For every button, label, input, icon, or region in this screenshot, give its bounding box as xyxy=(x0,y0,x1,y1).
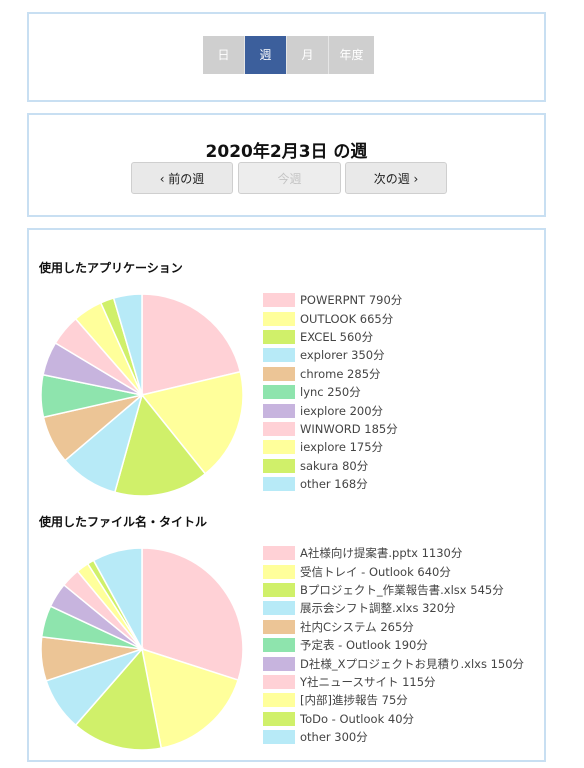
legend-item: 社内Cシステム 265分 xyxy=(263,618,524,636)
legend-item: iexplore 200分 xyxy=(263,401,402,419)
legend-swatch xyxy=(263,582,295,597)
tab-week[interactable]: 週 xyxy=(245,36,287,74)
legend-label: 展示会シフト調整.xlxs 320分 xyxy=(300,601,456,616)
legend-swatch xyxy=(263,477,295,492)
apps-pie-chart xyxy=(40,293,244,497)
legend-label: 予定表 - Outlook 190分 xyxy=(300,638,428,653)
prev-week-button[interactable]: ‹ 前の週 xyxy=(131,162,233,194)
legend-swatch xyxy=(263,385,295,400)
legend-label: WINWORD 185分 xyxy=(300,421,398,436)
tab-day[interactable]: 日 xyxy=(203,36,245,74)
pie-slice xyxy=(74,647,163,751)
next-week-button[interactable]: 次の週 › xyxy=(345,162,447,194)
legend-item: [内部]進捗報告 75分 xyxy=(263,691,524,709)
legend-item: iexplore 175分 xyxy=(263,438,402,456)
apps-legend: POWERPNT 790分 OUTLOOK 665分 EXCEL 560分 explo… xyxy=(263,291,402,493)
legend-label: [内部]進捗報告 75分 xyxy=(300,693,408,708)
legend-label: EXCEL 560分 xyxy=(300,329,374,344)
legend-label: iexplore 200分 xyxy=(300,403,384,418)
tab-month[interactable]: 月 xyxy=(287,36,329,74)
legend-item: WINWORD 185分 xyxy=(263,420,402,438)
legend-item: 展示会シフト調整.xlxs 320分 xyxy=(263,599,524,617)
legend-swatch xyxy=(263,293,295,308)
legend-swatch xyxy=(263,421,295,436)
current-week-button[interactable]: 今週 xyxy=(238,162,341,194)
pie-slice xyxy=(92,547,143,650)
legend-swatch xyxy=(263,619,295,634)
week-panel: 2020年2月3日 の週 ‹ 前の週 今週 次の週 › xyxy=(27,113,546,217)
legend-label: Bプロジェクト_作業報告書.xlsx 545分 xyxy=(300,582,504,597)
pie-slice xyxy=(141,293,242,396)
legend-item: other 300分 xyxy=(263,728,524,746)
apps-chart-title: 使用したアプリケーション xyxy=(39,261,183,275)
legend-swatch xyxy=(263,601,295,616)
legend-label: POWERPNT 790分 xyxy=(300,293,403,308)
pie-slice xyxy=(140,370,244,475)
period-segmented-control: 日 週 月 年度 xyxy=(203,36,374,74)
legend-item: OUTLOOK 665分 xyxy=(263,309,402,327)
legend-label: other 300分 xyxy=(300,730,368,745)
legend-item: Y社ニュースサイト 115分 xyxy=(263,673,524,691)
legend-label: other 168分 xyxy=(300,477,368,492)
files-legend: A社様向け提案書.pptx 1130分 受信トレイ - Outlook 640分 B… xyxy=(263,544,524,746)
legend-label: explorer 350分 xyxy=(300,348,385,363)
legend-item: Bプロジェクト_作業報告書.xlsx 545分 xyxy=(263,581,524,599)
pie-slice xyxy=(113,393,207,497)
legend-swatch xyxy=(263,564,295,579)
legend-swatch xyxy=(263,638,295,653)
week-title: 2020年2月3日 の週 xyxy=(205,142,368,162)
legend-item: A社様向け提案書.pptx 1130分 xyxy=(263,544,524,562)
pie-slice xyxy=(141,647,240,750)
legend-swatch xyxy=(263,403,295,418)
legend-item: other 168分 xyxy=(263,475,402,493)
legend-label: 社内Cシステム 265分 xyxy=(300,619,414,634)
legend-label: D社様_Xプロジェクトお見積り.xlxs 150分 xyxy=(300,656,525,671)
legend-item: lync 250分 xyxy=(263,383,402,401)
legend-swatch xyxy=(263,366,295,381)
files-pie-chart xyxy=(40,547,244,751)
charts-panel: 使用したアプリケーション POWERPNT 790分 OUTLOOK 665分 EX… xyxy=(27,228,546,762)
legend-swatch xyxy=(263,656,295,671)
legend-swatch xyxy=(263,440,295,455)
legend-swatch xyxy=(263,311,295,326)
pie-slice xyxy=(141,547,244,681)
legend-item: ToDo - Outlook 40分 xyxy=(263,710,524,728)
legend-item: 受信トレイ - Outlook 640分 xyxy=(263,562,524,580)
legend-label: sakura 80分 xyxy=(300,458,369,473)
pie-slice xyxy=(112,293,143,396)
legend-item: sakura 80分 xyxy=(263,457,402,475)
legend-swatch xyxy=(263,458,295,473)
legend-swatch xyxy=(263,674,295,689)
legend-item: explorer 350分 xyxy=(263,346,402,364)
legend-swatch xyxy=(263,546,295,561)
legend-item: 予定表 - Outlook 190分 xyxy=(263,636,524,654)
legend-label: ToDo - Outlook 40分 xyxy=(300,711,415,726)
legend-item: EXCEL 560分 xyxy=(263,328,402,346)
legend-item: D社様_Xプロジェクトお見積り.xlxs 150分 xyxy=(263,654,524,672)
files-chart-title: 使用したファイル名・タイトル xyxy=(39,515,208,529)
tab-fiscal-year[interactable]: 年度 xyxy=(329,36,374,74)
period-panel: 日 週 月 年度 xyxy=(27,12,546,102)
legend-swatch xyxy=(263,329,295,344)
legend-item: chrome 285分 xyxy=(263,365,402,383)
legend-label: 受信トレイ - Outlook 640分 xyxy=(300,564,451,579)
legend-swatch xyxy=(263,693,295,708)
legend-label: OUTLOOK 665分 xyxy=(300,311,394,326)
legend-label: lync 250分 xyxy=(300,385,361,400)
legend-swatch xyxy=(263,711,295,726)
legend-swatch xyxy=(263,348,295,363)
legend-label: Y社ニュースサイト 115分 xyxy=(300,674,436,689)
legend-label: A社様向け提案書.pptx 1130分 xyxy=(300,546,463,561)
legend-swatch xyxy=(263,730,295,745)
legend-item: POWERPNT 790分 xyxy=(263,291,402,309)
legend-label: chrome 285分 xyxy=(300,366,381,381)
legend-label: iexplore 175分 xyxy=(300,440,384,455)
